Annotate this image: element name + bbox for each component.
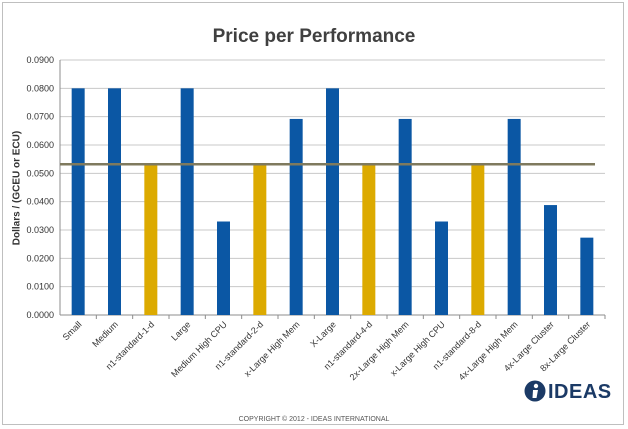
y-tick-label: 0.0000 [26,310,54,320]
bar [108,88,121,315]
y-tick-label: 0.0800 [26,83,54,93]
y-tick-label: 0.0100 [26,282,54,292]
bar [544,205,557,315]
y-tick-label: 0.0600 [26,140,54,150]
bar [217,221,230,315]
y-tick-label: 0.0200 [26,253,54,263]
bar [144,164,158,315]
bar [507,118,521,315]
chart-title: Price per Performance [212,26,416,47]
y-tick-label: 0.0900 [26,55,54,65]
bar [362,164,376,315]
bar [71,88,85,315]
bar [580,237,594,315]
bar [326,88,339,315]
logo-text: IDEAS [548,381,612,403]
bar [398,118,412,315]
bar [253,164,267,315]
x-tick-label: Small [61,319,84,342]
x-tick-label: X-Large [308,319,338,349]
y-tick-label: 0.0400 [26,197,54,207]
y-tick-label: 0.0500 [26,168,54,178]
y-tick-label: 0.0700 [26,112,54,122]
bar [435,221,448,315]
y-tick-label: 0.0300 [26,225,54,235]
bar [180,88,194,315]
x-tick-label: Medium [90,319,120,349]
ideas-logo: IDEAS [524,380,614,404]
ideas-logo-icon [524,380,546,402]
x-tick-label: Large [169,319,192,342]
copyright: COPYRIGHT © 2012 - IDEAS INTERNATIONAL [238,416,390,423]
bar [289,118,303,315]
bar [471,164,485,315]
